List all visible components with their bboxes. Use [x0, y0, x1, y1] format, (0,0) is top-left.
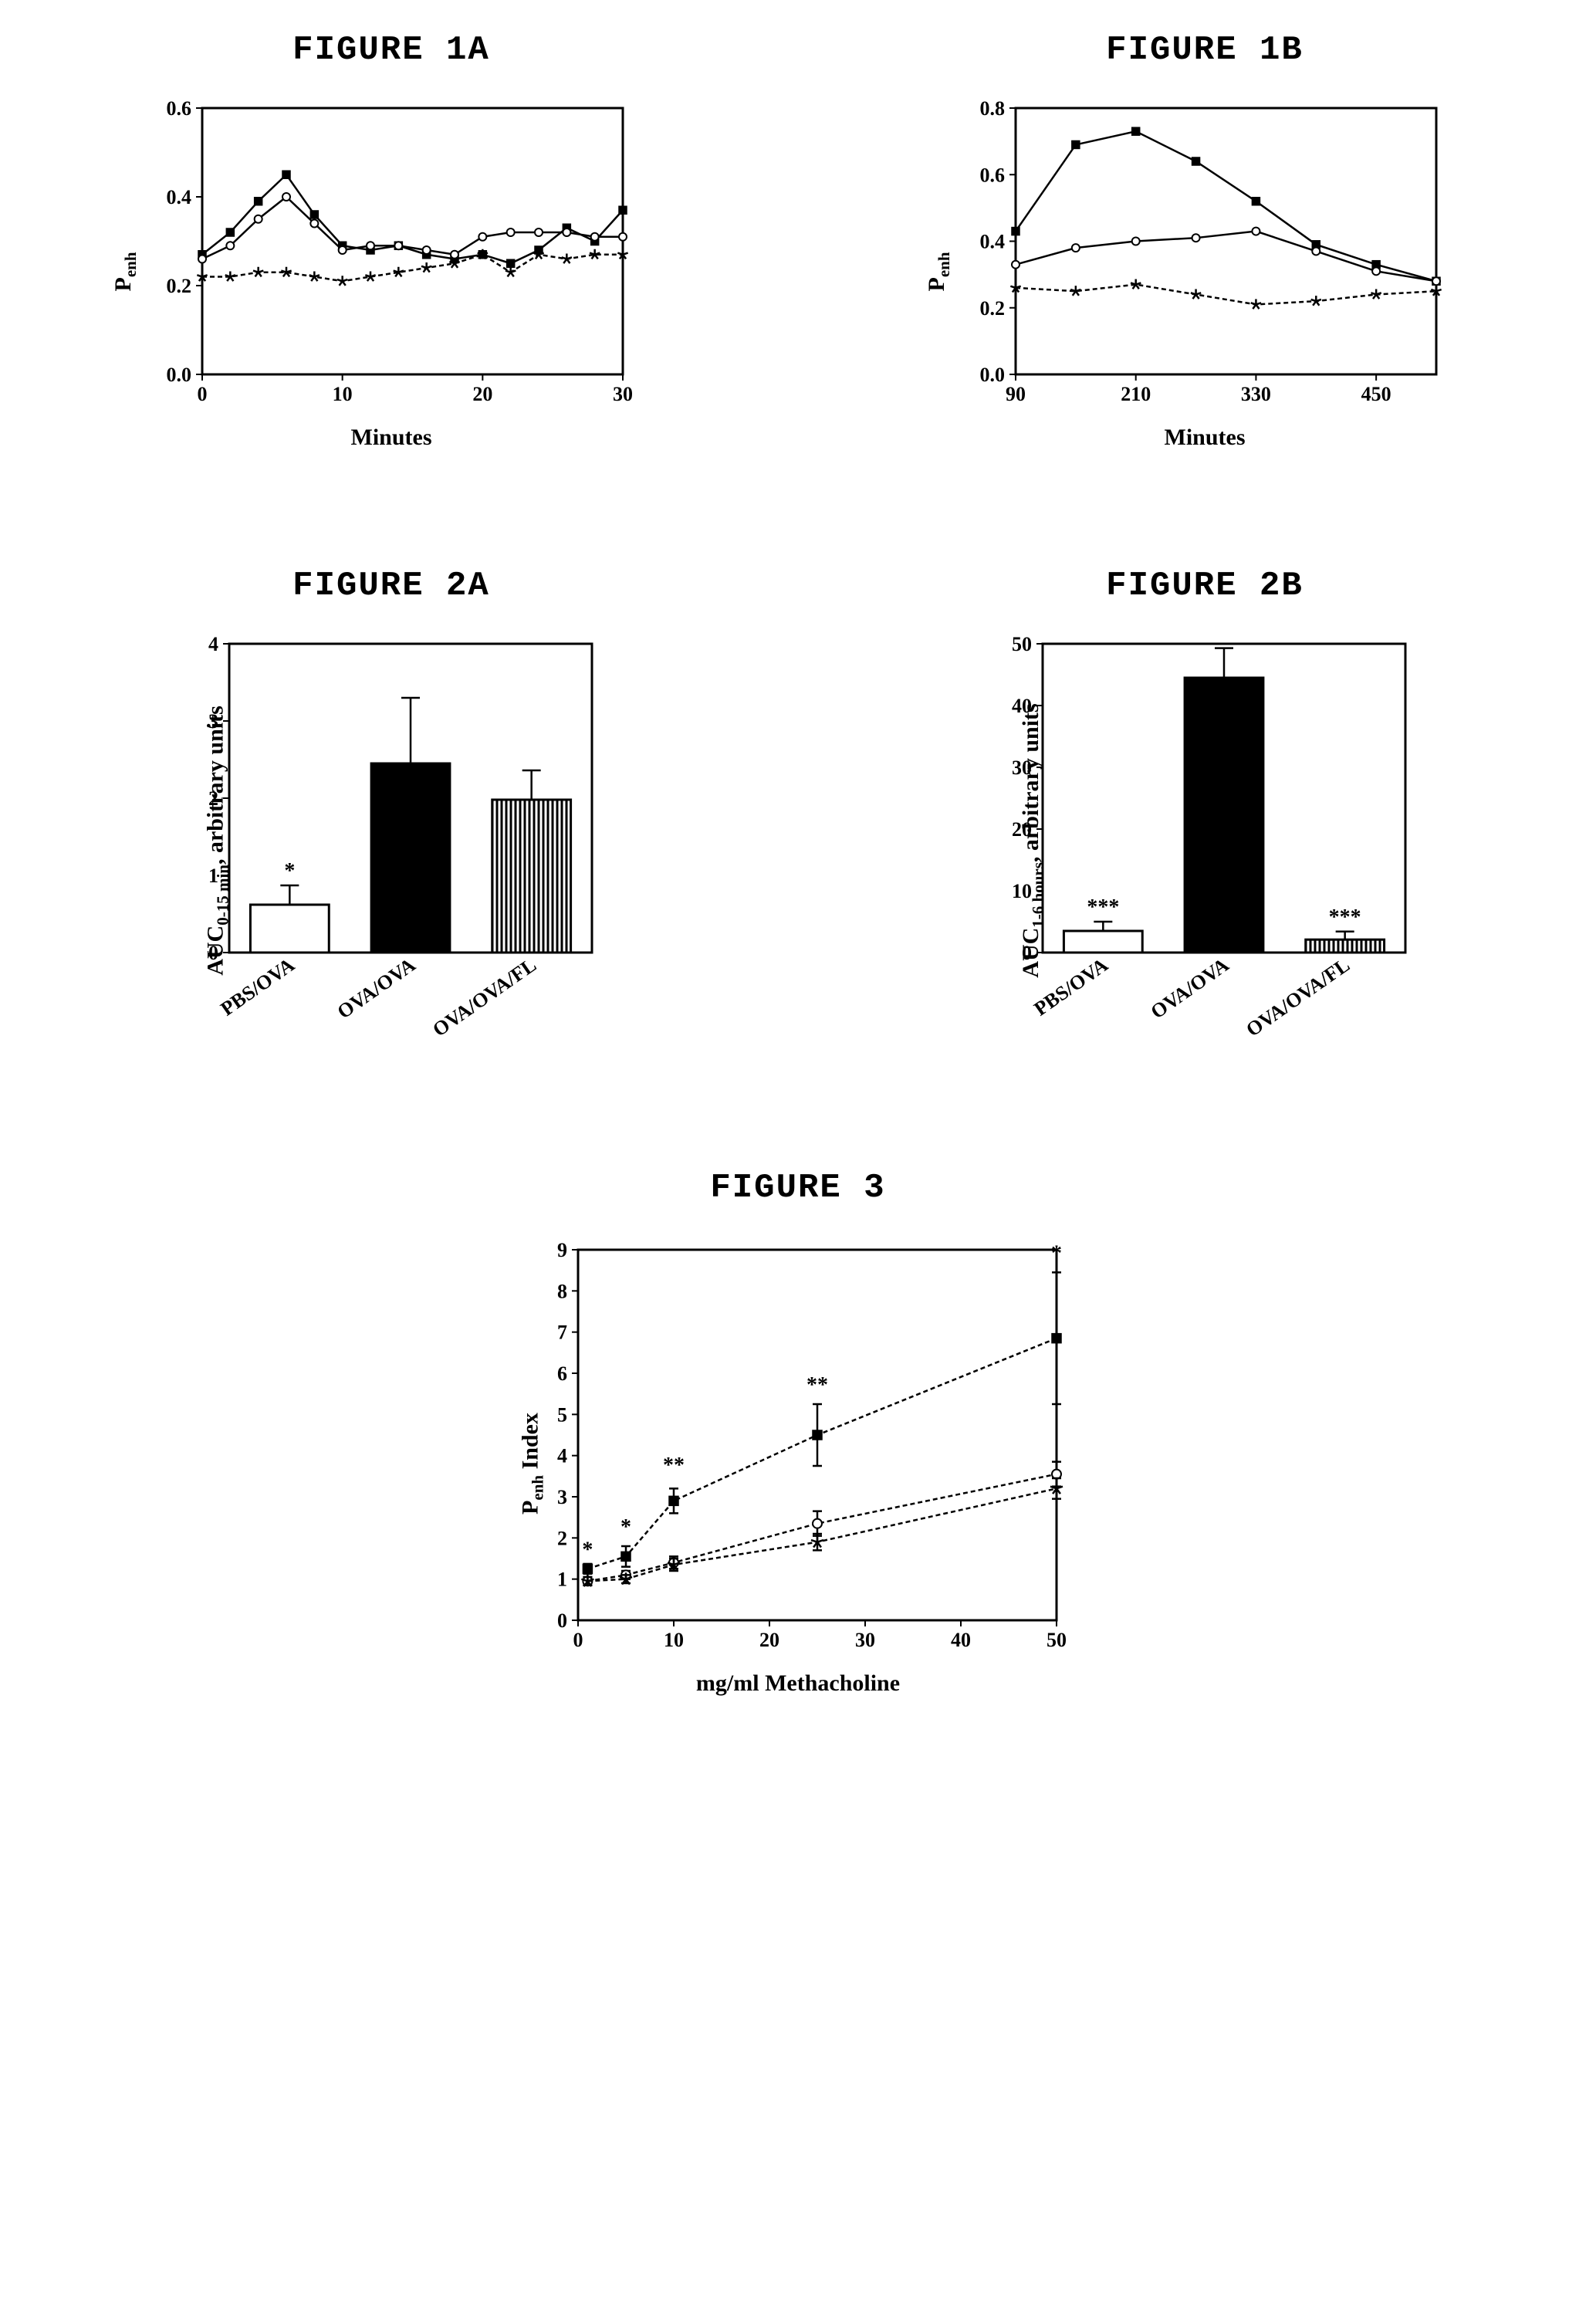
svg-text:**: **	[806, 1373, 828, 1397]
svg-text:7: 7	[557, 1322, 567, 1344]
fig1a-title: FIGURE 1A	[292, 31, 490, 69]
fig1a-svg: 0.0 0.2 0.4 0.6 0 10 20 30	[144, 93, 638, 417]
svg-text:330: 330	[1241, 383, 1271, 405]
svg-text:1: 1	[557, 1569, 567, 1591]
svg-text:30: 30	[855, 1629, 875, 1651]
fig1b-ylabel: Penh	[924, 252, 954, 291]
fig3-ylabel: Penh Index	[517, 1413, 547, 1515]
svg-text:6: 6	[557, 1362, 567, 1385]
fig2b-chart: AUC1-6 hours, arbitrary units 0102030405…	[989, 628, 1421, 1053]
fig2a-svg: 01234*PBS/OVAOVA/OVAOVA/OVA/FL	[175, 628, 607, 1053]
svg-text:90: 90	[1006, 383, 1026, 405]
svg-text:9: 9	[557, 1239, 567, 1261]
svg-text:5: 5	[557, 1403, 567, 1426]
svg-text:***: ***	[1087, 895, 1119, 919]
panel-fig2b: FIGURE 2B AUC1-6 hours, arbitrary units …	[989, 567, 1421, 1053]
fig3-svg: 012345678901020304050*******	[520, 1230, 1076, 1663]
svg-text:4: 4	[557, 1445, 567, 1467]
svg-text:0.4: 0.4	[980, 231, 1006, 253]
svg-text:50: 50	[1047, 1629, 1067, 1651]
svg-text:450: 450	[1361, 383, 1391, 405]
svg-text:0.0: 0.0	[980, 364, 1006, 386]
svg-text:210: 210	[1121, 383, 1151, 405]
svg-text:10: 10	[333, 383, 353, 405]
svg-text:0: 0	[198, 383, 208, 405]
svg-text:OVA/OVA: OVA/OVA	[333, 953, 420, 1023]
svg-text:OVA/OVA: OVA/OVA	[1147, 953, 1233, 1023]
svg-text:50: 50	[1012, 633, 1032, 655]
panel-fig2a: FIGURE 2A AUC0-15 min, arbitrary units 0…	[175, 567, 607, 1053]
svg-text:0.2: 0.2	[980, 297, 1006, 320]
row-1: FIGURE 1A Penh 0.0 0.2 0.4 0.6 0 10 20 30 Minut…	[31, 31, 1565, 451]
fig1b-xlabel: Minutes	[958, 425, 1452, 451]
svg-text:*: *	[620, 1515, 631, 1539]
fig2a-ylabel: AUC0-15 min, arbitrary units	[202, 706, 232, 976]
svg-text:8: 8	[557, 1280, 567, 1302]
svg-text:*: *	[582, 1538, 593, 1562]
svg-text:0.8: 0.8	[980, 97, 1006, 120]
svg-text:4: 4	[208, 633, 218, 655]
figure-page: FIGURE 1A Penh 0.00.20.40.60102030 Minut…	[31, 31, 1565, 1697]
svg-text:**: **	[663, 1454, 685, 1477]
svg-text:40: 40	[951, 1629, 971, 1651]
fig2a-title: FIGURE 2A	[292, 567, 490, 605]
panel-fig1a: FIGURE 1A Penh 0.00.20.40.60102030 Minut…	[144, 31, 638, 451]
row-2: FIGURE 2A AUC0-15 min, arbitrary units 0…	[31, 567, 1565, 1053]
svg-text:0: 0	[573, 1629, 583, 1651]
fig1b-title: FIGURE 1B	[1106, 31, 1304, 69]
fig2b-ylabel: AUC1-6 hours, arbitrary units	[1018, 703, 1048, 977]
svg-text:*: *	[284, 859, 295, 883]
svg-text:0: 0	[557, 1609, 567, 1632]
svg-text:3: 3	[557, 1486, 567, 1508]
fig2a-chart: AUC0-15 min, arbitrary units 01234*PBS/O…	[175, 628, 607, 1053]
fig3-xlabel: mg/ml Methacholine	[520, 1670, 1076, 1697]
panel-fig1b: FIGURE 1B Penh 0.00.20.40.60.89021033045…	[958, 31, 1452, 451]
svg-text:0.6: 0.6	[167, 97, 192, 120]
svg-text:20: 20	[472, 383, 492, 405]
fig3-title: FIGURE 3	[710, 1169, 885, 1207]
svg-text:0.0: 0.0	[167, 364, 192, 386]
svg-text:***: ***	[1329, 905, 1361, 929]
svg-text:30: 30	[613, 383, 633, 405]
fig1a-xlabel: Minutes	[144, 425, 638, 451]
svg-text:2: 2	[557, 1527, 567, 1549]
fig2b-svg: 01020304050***PBS/OVAOVA/OVA***OVA/OVA/F…	[989, 628, 1421, 1053]
svg-text:10: 10	[664, 1629, 684, 1651]
fig3-chart: Penh Index 012345678901020304050******* …	[520, 1230, 1076, 1697]
fig1a-chart: Penh 0.00.20.40.60102030 Minutes	[144, 93, 638, 451]
svg-text:0.2: 0.2	[167, 275, 192, 297]
svg-text:OVA/OVA/FL: OVA/OVA/FL	[428, 953, 540, 1041]
fig1b-chart: Penh 0.00.20.40.60.890210330450 Minutes	[958, 93, 1452, 451]
svg-text:0.4: 0.4	[167, 186, 192, 208]
panel-fig3: FIGURE 3 Penh Index 0 1 2 3 4 5 6 7 8 9 0 10 20 30 40 5…	[520, 1169, 1076, 1697]
fig1b-svg: 0.0 0.2 0.4 0.6 0.8 90 210 330 450	[958, 93, 1452, 417]
row-3: FIGURE 3 Penh Index 0 1 2 3 4 5 6 7 8 9 0 10 20 30 40 5…	[31, 1169, 1565, 1697]
fig1a-ylabel: Penh	[110, 252, 140, 291]
fig2b-title: FIGURE 2B	[1106, 567, 1304, 605]
svg-text:*: *	[1051, 1241, 1062, 1265]
svg-text:OVA/OVA/FL: OVA/OVA/FL	[1242, 953, 1354, 1041]
svg-text:0.6: 0.6	[980, 164, 1006, 186]
svg-text:20: 20	[759, 1629, 779, 1651]
